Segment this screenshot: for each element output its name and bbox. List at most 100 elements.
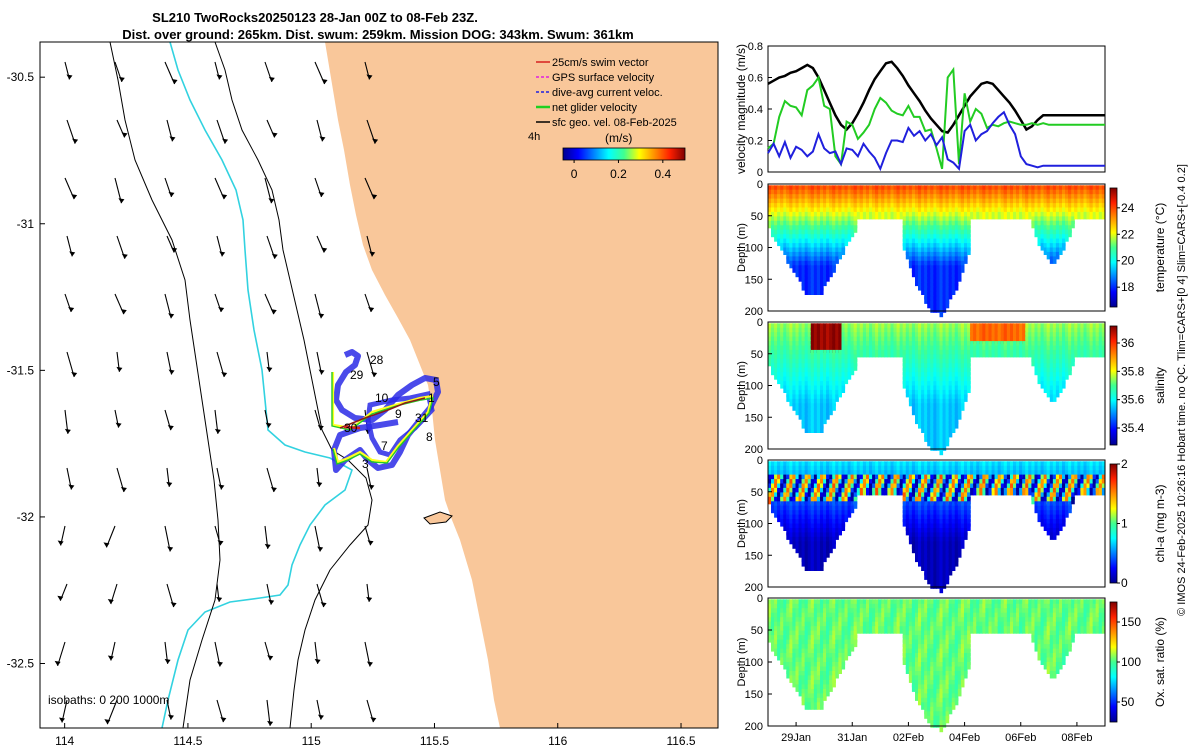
section-cell: [1049, 203, 1054, 211]
section-cell: [804, 363, 809, 371]
section-cell: [967, 354, 971, 362]
section-cell: [829, 541, 833, 549]
section-cell: [1062, 496, 1066, 505]
section-cell: [804, 327, 809, 336]
legend-entry: sfc geo. vel. 08-Feb-2025: [552, 117, 677, 129]
section-cell: [829, 474, 833, 483]
section-cell: [957, 274, 962, 282]
section-cell: [838, 465, 842, 474]
section-cell: [1040, 519, 1045, 527]
section-cell: [948, 260, 953, 269]
section-cell: [933, 251, 937, 260]
section-cell: [924, 269, 928, 278]
section-cell: [911, 398, 916, 407]
section-cell: [1065, 358, 1069, 367]
section-cell: [823, 260, 827, 269]
section-cell: [1052, 203, 1057, 211]
section-cell: [933, 501, 937, 509]
section-cell: [896, 185, 901, 193]
section-cell: [964, 336, 968, 345]
section-cell: [957, 483, 962, 491]
section-cell: [783, 470, 787, 478]
section-cell: [1055, 349, 1060, 358]
section-cell: [789, 238, 793, 247]
section-cell: [813, 527, 818, 536]
section-cell: [881, 323, 885, 331]
section-cell: [982, 207, 986, 215]
section-cell: [1068, 358, 1072, 367]
section-cell: [911, 376, 916, 385]
section-cell: [823, 243, 827, 251]
section-cell: [801, 536, 806, 545]
section-cell: [771, 332, 775, 340]
section-cell: [1010, 332, 1014, 340]
section-cell: [921, 492, 925, 500]
section-cell: [1080, 198, 1084, 207]
section-cell: [1028, 336, 1032, 345]
section-cell: [1034, 198, 1039, 207]
section-cell: [899, 332, 904, 340]
section-cell: [930, 425, 934, 433]
section-cell: [945, 354, 950, 362]
section-cell: [942, 470, 947, 478]
section-cell: [930, 514, 934, 523]
section-cell: [777, 207, 781, 215]
section-cell: [1031, 336, 1035, 345]
section-cell: [933, 554, 937, 563]
section-cell: [933, 550, 937, 558]
section-cell: [789, 323, 793, 331]
section-cell: [884, 474, 888, 483]
section-cell: [908, 479, 913, 487]
section-cell: [804, 385, 809, 393]
section-cell: [807, 559, 812, 567]
section-cell: [1049, 510, 1054, 518]
section-cell: [960, 461, 965, 469]
section-cell: [884, 185, 888, 193]
section-cell: [1098, 336, 1103, 345]
section-cell: [838, 216, 842, 224]
section-cell: [862, 185, 867, 193]
section-cell: [767, 341, 772, 349]
section-cell: [844, 510, 849, 518]
section-cell: [1049, 470, 1054, 478]
section-cell: [1080, 185, 1084, 193]
section-cell: [862, 349, 867, 358]
section-cell: [1000, 470, 1005, 478]
section-cell: [936, 510, 940, 518]
section-cell: [902, 505, 907, 514]
section-cell: [951, 229, 956, 238]
section-cell: [924, 358, 928, 367]
section-cell: [835, 185, 839, 193]
section-cell: [804, 211, 809, 220]
current-vector-head: [221, 194, 228, 200]
section-cell: [838, 194, 842, 202]
section-cell: [875, 345, 879, 353]
section-cell: [1003, 465, 1008, 474]
section-cell: [976, 479, 980, 487]
section-cell: [1049, 487, 1054, 496]
section-cell: [820, 220, 824, 229]
section-cell: [1003, 194, 1008, 202]
section-cell: [807, 332, 812, 340]
section-cell: [890, 332, 895, 340]
section-cell: [844, 225, 849, 233]
section-cell: [771, 487, 775, 496]
section-cell: [939, 576, 944, 585]
section-cell: [789, 211, 793, 220]
section-cell: [905, 487, 910, 496]
section-cell: [933, 283, 937, 291]
section-cell: [1031, 216, 1035, 224]
section-cell: [1052, 483, 1057, 491]
section-cell: [813, 554, 818, 563]
section-cell: [1086, 203, 1091, 211]
section-cell: [979, 194, 983, 202]
section-cell: [847, 470, 852, 478]
section-cell: [1040, 189, 1045, 198]
section-cell: [774, 644, 778, 652]
section-cell: [930, 465, 934, 474]
section-cell: [807, 501, 812, 509]
section-cell: [951, 198, 956, 207]
section-cell: [1055, 229, 1060, 238]
section-cell: [1034, 225, 1039, 233]
section-cell: [924, 278, 928, 287]
